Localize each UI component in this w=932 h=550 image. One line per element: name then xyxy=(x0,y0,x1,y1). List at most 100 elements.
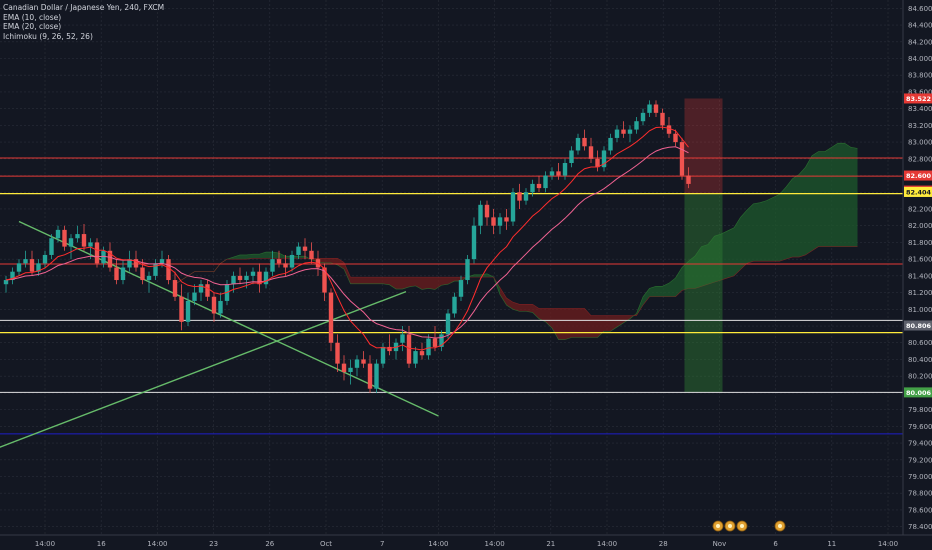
candle-body xyxy=(231,275,236,285)
cloud-segment xyxy=(740,210,747,270)
candle-body xyxy=(595,158,600,168)
time-tick-label: 21 xyxy=(546,540,555,548)
cloud-segment xyxy=(266,252,273,259)
cloud-segment xyxy=(240,254,247,260)
time-tick-label: 7 xyxy=(380,540,384,548)
candle-body xyxy=(367,363,373,389)
event-icon-center xyxy=(716,524,720,528)
ema20-label[interactable]: EMA (20, close) xyxy=(3,22,62,31)
axis-badge xyxy=(904,186,932,197)
candle-body xyxy=(270,259,275,272)
cloud-segment xyxy=(532,304,539,319)
ichimoku-label[interactable]: Ichimoku (9, 26, 52, 26) xyxy=(3,31,93,41)
candle-body xyxy=(140,267,145,281)
candle-body xyxy=(127,259,132,268)
cloud-segment xyxy=(402,277,409,290)
cloud-segment xyxy=(253,254,260,259)
candle-body xyxy=(608,137,613,151)
cloud-segment xyxy=(539,308,546,322)
candle-body xyxy=(172,280,178,297)
cloud-segment xyxy=(714,234,721,283)
candle-body xyxy=(348,367,353,372)
price-tick-label: 84.400 xyxy=(908,22,932,30)
price-tick-label: 82.200 xyxy=(908,205,932,213)
candle-body xyxy=(660,112,665,126)
axis-badge-label: 80.006 xyxy=(906,389,932,397)
candle-body xyxy=(530,183,535,193)
cloud-segment xyxy=(272,252,279,259)
cloud-segment xyxy=(669,277,676,297)
cloud-segment xyxy=(519,304,526,312)
economic-events-icons[interactable] xyxy=(712,520,786,532)
cloud-segment xyxy=(708,236,715,285)
event-icon-center xyxy=(778,524,782,528)
cloud-segment xyxy=(760,200,767,262)
candle-body xyxy=(380,346,386,364)
axis-badge-label: 82.600 xyxy=(906,172,932,180)
candle-body xyxy=(517,192,522,201)
cloud-segment xyxy=(246,254,253,260)
symbol-title[interactable]: Canadian Dollar / Japanese Yen, 240, FXC… xyxy=(3,3,165,12)
candle-body xyxy=(283,263,288,268)
price-tick-label: 81.600 xyxy=(908,256,932,264)
cloud-segment xyxy=(734,217,741,276)
price-tick-label: 79.800 xyxy=(908,406,932,414)
cloud-segment xyxy=(396,277,403,290)
cloud-segment xyxy=(357,277,364,284)
cloud-segment xyxy=(779,187,786,262)
candle-body xyxy=(549,171,555,176)
time-tick-label: 14:00 xyxy=(428,540,448,548)
candle-body xyxy=(29,259,35,272)
candle-body xyxy=(569,150,574,164)
candle-body xyxy=(406,334,412,364)
cloud-segment xyxy=(786,178,793,260)
cloud-segment xyxy=(350,277,357,284)
candle-body xyxy=(296,246,301,255)
cloud-segment xyxy=(571,308,578,338)
time-tick-label: 14:00 xyxy=(35,540,55,548)
price-tick-label: 79.600 xyxy=(908,423,932,431)
cloud-segment xyxy=(578,308,585,338)
cloud-segment xyxy=(727,227,734,278)
ema10-line xyxy=(5,126,689,351)
candle-body xyxy=(185,300,191,322)
candle-body xyxy=(491,217,496,226)
candle-body xyxy=(588,146,594,159)
cloud-segment xyxy=(799,167,806,258)
price-axis[interactable]: 84.600 84.400 84.200 84.000 83.800 83.600 83.4… xyxy=(902,0,932,550)
candle-body xyxy=(458,280,464,297)
cloud-segment xyxy=(753,202,760,262)
cloud-segment xyxy=(766,197,773,262)
candle-body xyxy=(556,171,561,176)
candle-body xyxy=(289,254,295,268)
cloud-segment xyxy=(617,315,624,328)
cloud-segment xyxy=(500,287,507,306)
candle-body xyxy=(666,125,672,134)
time-tick-label: Nov xyxy=(713,540,727,548)
price-tick-label: 82.800 xyxy=(908,155,932,163)
time-axis[interactable]: 14:00 16 14:00 23 26 Oct 7 14:00 14:00 21 14:00 28 N… xyxy=(0,534,932,548)
cloud-segment xyxy=(370,277,377,284)
time-tick-label: 14:00 xyxy=(147,540,167,548)
stop-loss-zone xyxy=(684,98,723,194)
candle-body xyxy=(263,271,269,285)
candle-body xyxy=(81,234,87,247)
senkou-span-a xyxy=(174,142,858,340)
candle-body xyxy=(387,346,392,352)
short-position-tool[interactable] xyxy=(684,98,723,393)
candle-body xyxy=(42,254,48,264)
ema10-label[interactable]: EMA (10, close) xyxy=(3,12,62,22)
candle-body xyxy=(341,363,347,372)
price-tick-label: 80.400 xyxy=(908,356,932,364)
trend-lines[interactable] xyxy=(0,220,439,460)
price-axis-badges: 83.52282.60082.42082.40482.40480.80680.0… xyxy=(904,93,932,398)
cloud-segment xyxy=(701,244,708,287)
candle-body xyxy=(452,296,457,314)
time-tick-label: 14:00 xyxy=(878,540,898,548)
cloud-segment xyxy=(558,308,565,340)
time-tick-label: 26 xyxy=(265,540,274,548)
candle-body xyxy=(510,192,516,222)
senkou-span-b xyxy=(174,246,858,316)
candle-body xyxy=(49,238,54,255)
